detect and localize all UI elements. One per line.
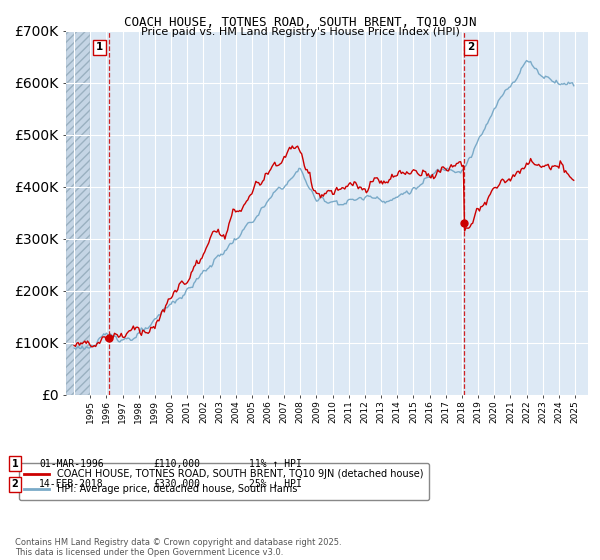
Text: 14-FEB-2018: 14-FEB-2018 <box>39 479 104 489</box>
Text: COACH HOUSE, TOTNES ROAD, SOUTH BRENT, TQ10 9JN: COACH HOUSE, TOTNES ROAD, SOUTH BRENT, T… <box>124 16 476 29</box>
Text: 01-MAR-1996: 01-MAR-1996 <box>39 459 104 469</box>
Bar <box>66 31 90 395</box>
Text: Contains HM Land Registry data © Crown copyright and database right 2025.
This d: Contains HM Land Registry data © Crown c… <box>15 538 341 557</box>
Bar <box>66 31 90 395</box>
Text: 1: 1 <box>96 42 103 52</box>
Text: 25% ↓ HPI: 25% ↓ HPI <box>249 479 302 489</box>
Text: 11% ↑ HPI: 11% ↑ HPI <box>249 459 302 469</box>
Text: £330,000: £330,000 <box>153 479 200 489</box>
Text: 2: 2 <box>11 479 19 489</box>
Legend: COACH HOUSE, TOTNES ROAD, SOUTH BRENT, TQ10 9JN (detached house), HPI: Average p: COACH HOUSE, TOTNES ROAD, SOUTH BRENT, T… <box>19 463 429 500</box>
Text: 1: 1 <box>11 459 19 469</box>
Text: £110,000: £110,000 <box>153 459 200 469</box>
Text: 2: 2 <box>467 42 474 52</box>
Text: Price paid vs. HM Land Registry's House Price Index (HPI): Price paid vs. HM Land Registry's House … <box>140 27 460 37</box>
